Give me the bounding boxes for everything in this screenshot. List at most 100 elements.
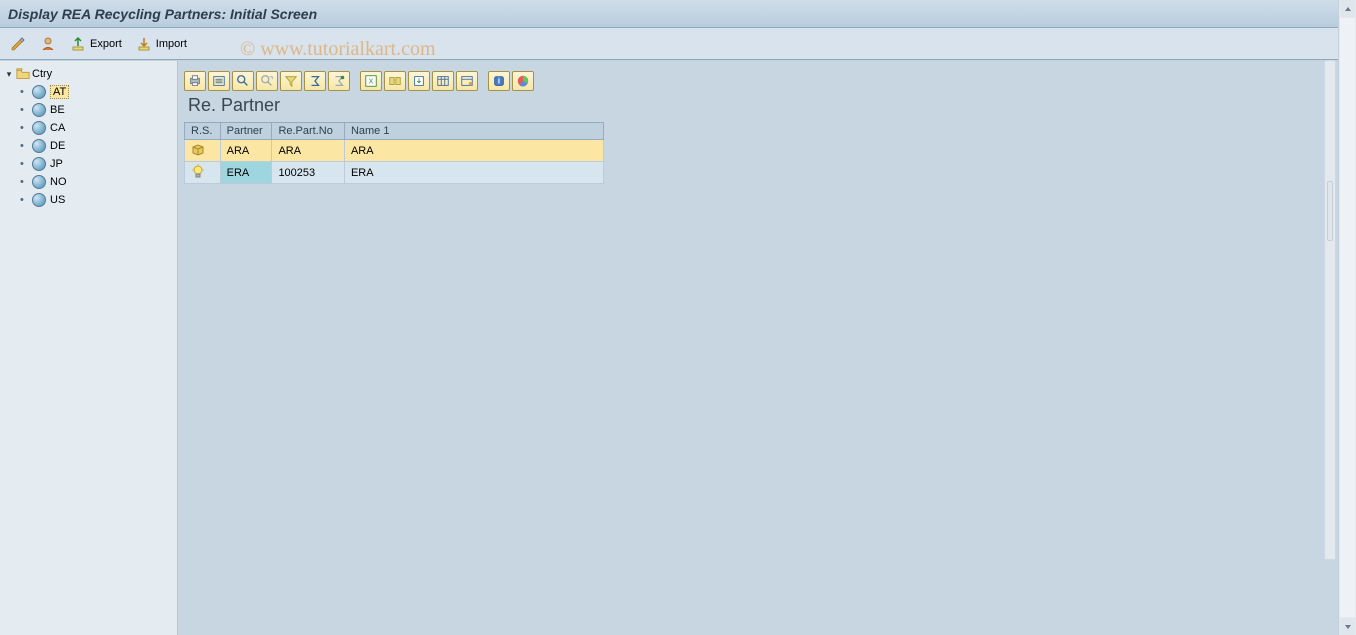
cell-name1: ERA: [344, 162, 603, 184]
alv-header-row: R.S.PartnerRe.Part.NoName 1: [185, 123, 604, 140]
globe-icon: [32, 103, 46, 117]
table-row[interactable]: ARA ARA ARA: [185, 140, 604, 162]
globe-icon: [32, 121, 46, 135]
tree-items: • AT• BE• CA• DE• JP• NO• US: [0, 83, 177, 209]
globe-icon: [32, 139, 46, 153]
toolbar-separator: [352, 71, 358, 91]
change-layout-icon: [460, 74, 474, 88]
bullet-icon: •: [20, 122, 24, 134]
box-icon: [191, 142, 205, 156]
globe-icon: [32, 175, 46, 189]
window-title: Display REA Recycling Partners: Initial …: [8, 6, 317, 22]
cell-rs: [185, 140, 221, 162]
layout-button[interactable]: [432, 71, 454, 91]
bullet-icon: •: [20, 140, 24, 152]
import-label: Import: [156, 38, 187, 50]
sidebar-item-label: AT: [50, 85, 69, 99]
globe-icon: [32, 193, 46, 207]
scroll-up-icon[interactable]: [1340, 0, 1355, 17]
inner-scroll-thumb[interactable]: [1327, 181, 1333, 241]
bullet-icon: •: [20, 86, 24, 98]
subtotal-icon: [332, 74, 346, 88]
bullet-icon: •: [20, 194, 24, 206]
find-next-icon: [260, 74, 274, 88]
col-header-0[interactable]: R.S.: [185, 123, 221, 140]
sidebar-item-label: JP: [50, 158, 63, 170]
sidebar-item-de[interactable]: • DE: [30, 137, 177, 155]
sidebar-item-jp[interactable]: • JP: [30, 155, 177, 173]
filter-button[interactable]: [280, 71, 302, 91]
main-area: ▾ Ctry • AT• BE• CA• DE• JP• NO• US Xi R…: [0, 60, 1356, 635]
print-icon: [188, 74, 202, 88]
globe-icon: [32, 85, 46, 99]
export-label: Export: [90, 38, 122, 50]
sum-button[interactable]: [304, 71, 326, 91]
alv-grid: Xi Re. Partner R.S.PartnerRe.Part.NoName…: [184, 71, 844, 184]
subtotal-button[interactable]: [328, 71, 350, 91]
sidebar-item-label: CA: [50, 122, 65, 134]
sidebar-item-label: BE: [50, 104, 65, 116]
info-icon: i: [492, 74, 506, 88]
info-button[interactable]: i: [488, 71, 510, 91]
col-header-2[interactable]: Re.Part.No: [272, 123, 345, 140]
sum-icon: [308, 74, 322, 88]
edit-tool-icon[interactable]: [6, 33, 30, 55]
export-button[interactable]: Export: [66, 33, 126, 55]
svg-text:i: i: [498, 77, 500, 86]
sidebar-item-be[interactable]: • BE: [30, 101, 177, 119]
detail-button[interactable]: [208, 71, 230, 91]
app-toolbar: Export Import: [0, 28, 1356, 60]
toolbar-separator: [480, 71, 486, 91]
find-icon: [236, 74, 250, 88]
cell-repartno: 100253: [272, 162, 345, 184]
col-header-1[interactable]: Partner: [220, 123, 272, 140]
views-button[interactable]: [384, 71, 406, 91]
bulb-icon: [191, 164, 205, 178]
cell-name1: ARA: [344, 140, 603, 162]
alv-toolbar: Xi: [184, 71, 844, 91]
detail-icon: [212, 74, 226, 88]
scroll-down-icon[interactable]: [1340, 618, 1355, 635]
print-button[interactable]: [184, 71, 206, 91]
change-layout-button[interactable]: [456, 71, 478, 91]
export-xls-icon: X: [364, 74, 378, 88]
collapse-icon[interactable]: ▾: [4, 69, 14, 79]
sidebar-item-at[interactable]: • AT: [30, 83, 177, 101]
vertical-scrollbar[interactable]: [1338, 0, 1356, 635]
sidebar: ▾ Ctry • AT• BE• CA• DE• JP• NO• US: [0, 61, 178, 635]
bullet-icon: •: [20, 158, 24, 170]
chart-button[interactable]: [512, 71, 534, 91]
chart-icon: [516, 74, 530, 88]
alv-body: ARA ARA ARA ERA 100253 ERA: [185, 140, 604, 184]
cell-rs: [185, 162, 221, 184]
sidebar-item-label: NO: [50, 176, 67, 188]
find-button[interactable]: [232, 71, 254, 91]
alv-table: R.S.PartnerRe.Part.NoName 1 ARA ARA ARA …: [184, 122, 604, 184]
sidebar-item-label: DE: [50, 140, 65, 152]
export-button[interactable]: [408, 71, 430, 91]
user-tool-icon[interactable]: [36, 33, 60, 55]
export-xls-button[interactable]: X: [360, 71, 382, 91]
filter-icon: [284, 74, 298, 88]
layout-icon: [436, 74, 450, 88]
cell-repartno: ARA: [272, 140, 345, 162]
sidebar-item-us[interactable]: • US: [30, 191, 177, 209]
title-bar: Display REA Recycling Partners: Initial …: [0, 0, 1356, 28]
import-button[interactable]: Import: [132, 33, 191, 55]
col-header-3[interactable]: Name 1: [344, 123, 603, 140]
tree-root-ctry[interactable]: ▾ Ctry: [0, 65, 177, 83]
export-icon: [412, 74, 426, 88]
sidebar-item-ca[interactable]: • CA: [30, 119, 177, 137]
views-icon: [388, 74, 402, 88]
bullet-icon: •: [20, 104, 24, 116]
folder-icon: [16, 67, 30, 81]
globe-icon: [32, 157, 46, 171]
scroll-track[interactable]: [1340, 18, 1355, 617]
sidebar-item-label: US: [50, 194, 65, 206]
find-next-button[interactable]: [256, 71, 278, 91]
sidebar-item-no[interactable]: • NO: [30, 173, 177, 191]
cell-partner: ERA: [220, 162, 272, 184]
tree-root-label: Ctry: [32, 68, 52, 80]
table-row[interactable]: ERA 100253 ERA: [185, 162, 604, 184]
inner-scrollbar[interactable]: [1324, 60, 1336, 560]
